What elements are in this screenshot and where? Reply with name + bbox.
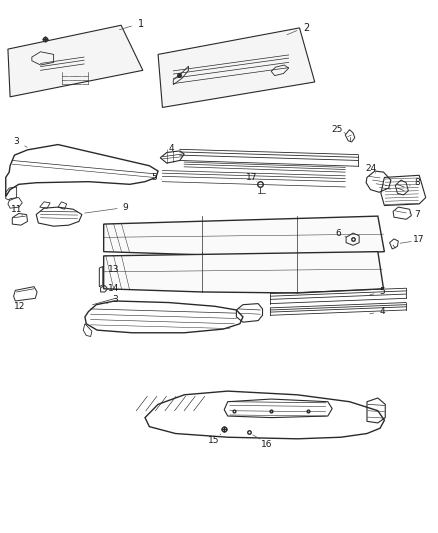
Text: 4: 4 bbox=[379, 306, 385, 316]
Text: 3: 3 bbox=[113, 295, 118, 304]
Text: 12: 12 bbox=[14, 302, 25, 311]
Text: 14: 14 bbox=[108, 284, 120, 293]
Polygon shape bbox=[158, 28, 315, 108]
Text: 2: 2 bbox=[303, 23, 309, 33]
Text: 15: 15 bbox=[208, 436, 219, 445]
Text: 11: 11 bbox=[11, 205, 22, 214]
Text: 9: 9 bbox=[123, 203, 128, 212]
Text: 4: 4 bbox=[168, 144, 174, 153]
Text: 17: 17 bbox=[246, 173, 258, 182]
Text: 3: 3 bbox=[14, 138, 20, 147]
Polygon shape bbox=[104, 216, 385, 256]
Text: 13: 13 bbox=[108, 265, 120, 273]
Text: 6: 6 bbox=[336, 229, 342, 238]
Polygon shape bbox=[8, 25, 143, 97]
Polygon shape bbox=[104, 252, 384, 293]
Text: 5: 5 bbox=[379, 287, 385, 296]
Text: 7: 7 bbox=[414, 210, 420, 219]
Text: 25: 25 bbox=[332, 125, 343, 134]
Text: 17: 17 bbox=[413, 236, 425, 245]
Text: 1: 1 bbox=[138, 19, 144, 29]
Text: 5: 5 bbox=[152, 173, 158, 182]
Text: 24: 24 bbox=[366, 164, 377, 173]
Text: 16: 16 bbox=[261, 440, 272, 449]
Text: 8: 8 bbox=[414, 178, 420, 187]
